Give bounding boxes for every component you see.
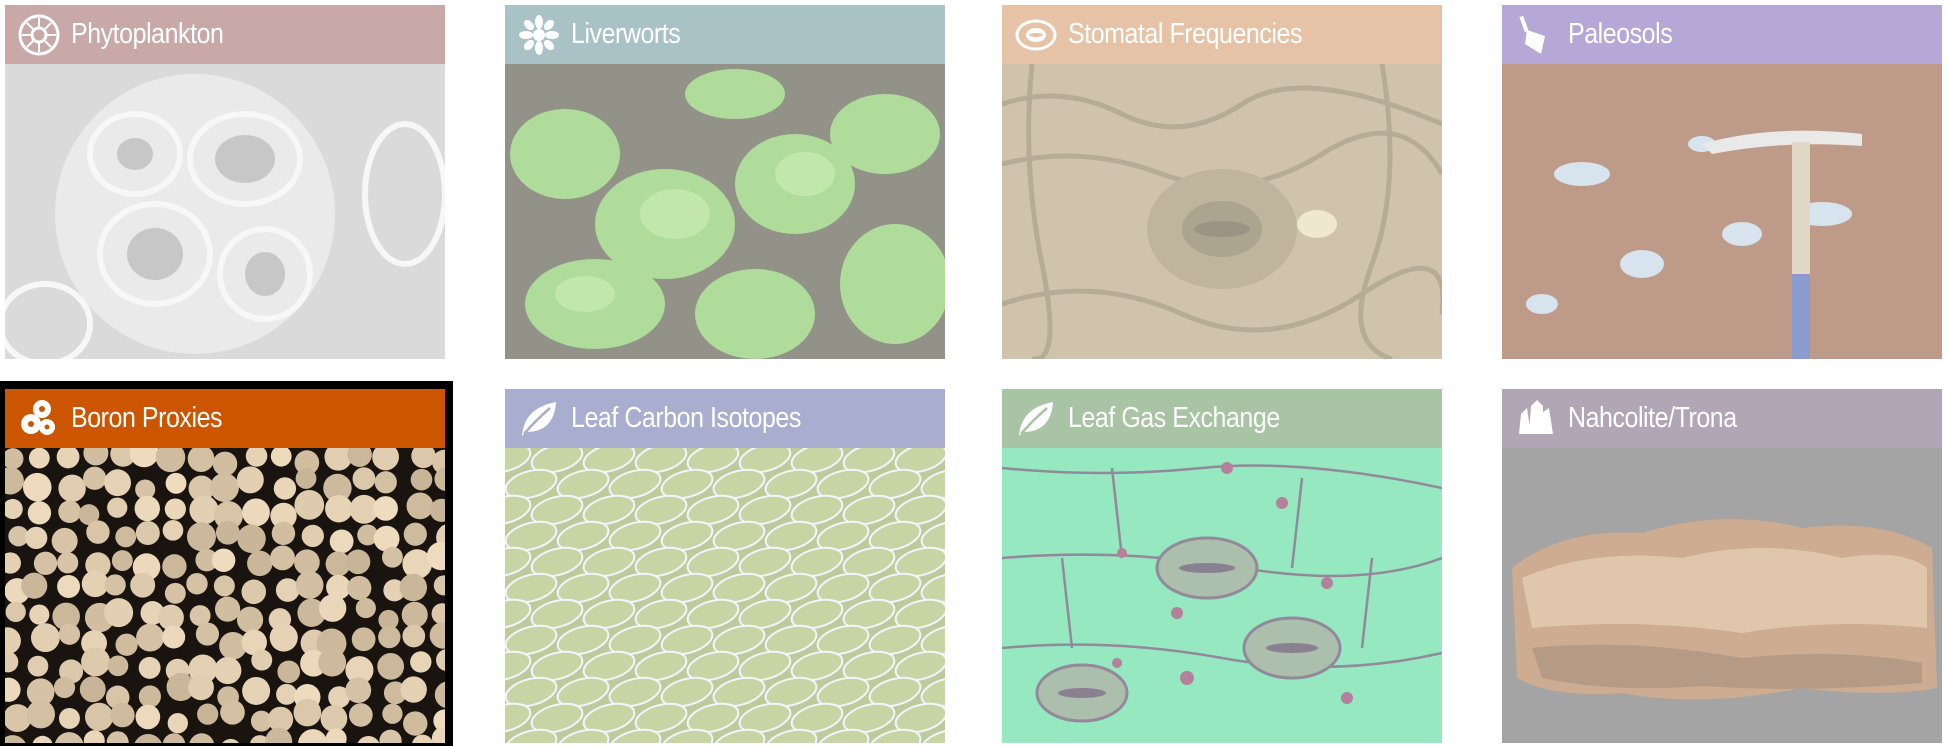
nahcolite-trona-image: [1502, 448, 1942, 743]
tile-header: Boron Proxies: [5, 389, 445, 448]
tile-title: Leaf Gas Exchange: [1068, 402, 1280, 434]
tile-title: Leaf Carbon Isotopes: [571, 402, 801, 434]
tile-title: Stomatal Frequencies: [1068, 18, 1303, 50]
tile-stomatal-frequencies[interactable]: Stomatal Frequencies: [1002, 5, 1442, 359]
leaf-icon: [517, 397, 561, 441]
stomata-icon: [1014, 13, 1058, 57]
leaf-carbon-isotopes-image: [505, 448, 945, 743]
tile-liverworts[interactable]: Liverworts: [505, 5, 945, 359]
crystal-icon: [1514, 397, 1558, 441]
tile-leaf-carbon-isotopes[interactable]: Leaf Carbon Isotopes: [505, 389, 945, 743]
tile-title: Phytoplankton: [71, 18, 224, 50]
phytoplankton-image: [5, 64, 445, 359]
tile-title: Liverworts: [571, 18, 681, 50]
tile-header: Nahcolite/Trona: [1502, 389, 1942, 448]
tile-header: Leaf Carbon Isotopes: [505, 389, 945, 448]
leaf-gas-exchange-image: [1002, 448, 1442, 743]
tile-leaf-gas-exchange[interactable]: Leaf Gas Exchange: [1002, 389, 1442, 743]
tile-header: Leaf Gas Exchange: [1002, 389, 1442, 448]
tile-header: Stomatal Frequencies: [1002, 5, 1442, 64]
tile-title: Boron Proxies: [71, 402, 223, 434]
tile-header: Phytoplankton: [5, 5, 445, 64]
tile-header: Paleosols: [1502, 5, 1942, 64]
leaf-icon: [1014, 397, 1058, 441]
tile-title: Nahcolite/Trona: [1568, 402, 1737, 434]
boron-proxies-image: [5, 448, 445, 743]
tile-paleosols[interactable]: Paleosols: [1502, 5, 1942, 359]
paleosols-image: [1502, 64, 1942, 359]
tile-phytoplankton[interactable]: Phytoplankton: [5, 5, 445, 359]
stomatal-frequencies-image: [1002, 64, 1442, 359]
coccolith-icon: [17, 13, 61, 57]
tile-nahcolite-trona[interactable]: Nahcolite/Trona: [1502, 389, 1942, 743]
tile-header: Liverworts: [505, 5, 945, 64]
trowel-icon: [1514, 13, 1558, 57]
foraminifera-icon: [17, 397, 61, 441]
liverworts-image: [505, 64, 945, 359]
liverwort-icon: [517, 13, 561, 57]
tile-boron-proxies[interactable]: Boron Proxies: [0, 381, 453, 746]
tile-title: Paleosols: [1568, 18, 1673, 50]
